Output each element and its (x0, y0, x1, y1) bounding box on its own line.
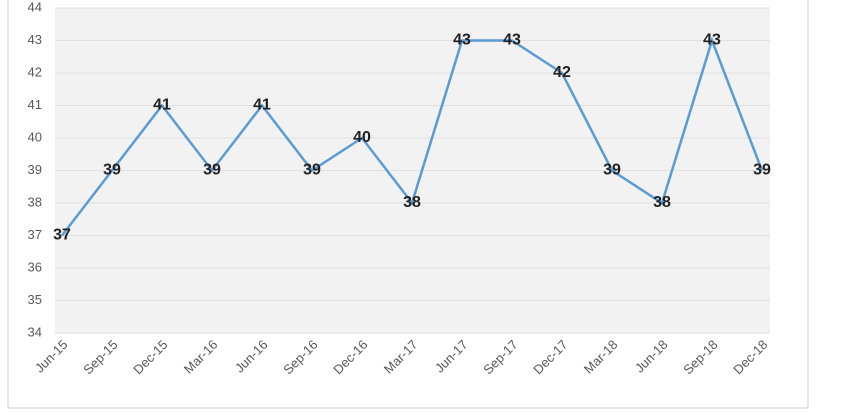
data-label: 39 (753, 162, 771, 179)
data-label: 43 (703, 32, 721, 49)
data-label: 38 (403, 194, 421, 211)
y-tick-label: 35 (28, 292, 42, 307)
y-tick-label: 39 (28, 162, 42, 177)
y-tick-label: 41 (28, 97, 42, 112)
y-tick-label: 44 (28, 0, 42, 14)
data-label: 43 (453, 32, 471, 49)
data-label: 39 (303, 162, 321, 179)
y-tick-label: 36 (28, 259, 42, 274)
y-tick-label: 38 (28, 194, 42, 209)
data-label: 39 (103, 162, 121, 179)
data-label: 43 (503, 32, 521, 49)
y-tick-label: 42 (28, 64, 42, 79)
y-tick-label: 40 (28, 129, 42, 144)
line (61, 36, 764, 237)
data-label: 41 (253, 97, 271, 114)
data-label: 37 (53, 227, 71, 244)
data-label: 39 (603, 162, 621, 179)
data-label: 42 (553, 64, 571, 81)
data-label: 38 (653, 194, 671, 211)
y-tick-label: 34 (28, 324, 42, 339)
data-label: 39 (203, 162, 221, 179)
y-tick-label: 37 (28, 227, 42, 242)
data-label: 41 (153, 97, 171, 114)
y-tick-label: 43 (28, 32, 42, 47)
data-label: 40 (353, 129, 371, 146)
